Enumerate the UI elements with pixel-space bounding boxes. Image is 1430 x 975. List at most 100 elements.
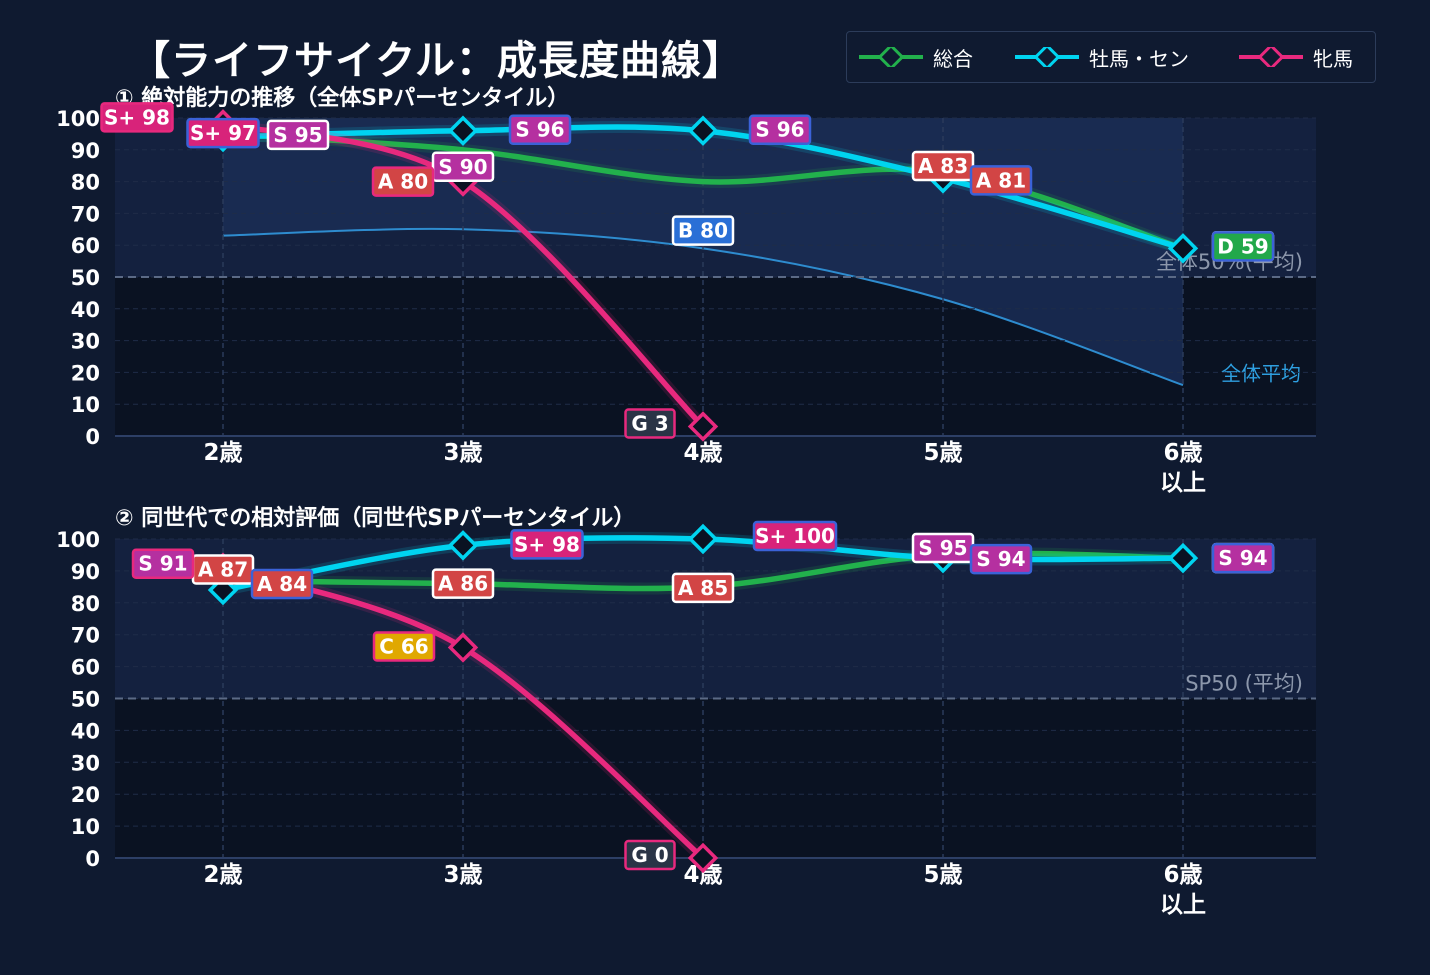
data-point-marker: [1167, 233, 1199, 264]
data-label-box: [969, 543, 1033, 575]
data-label-box: [752, 520, 838, 552]
data-label: A 87: [191, 554, 255, 585]
x-tick-label: 5歳: [923, 862, 962, 888]
x-tick-label: 5歳: [923, 440, 962, 466]
chart-2-above-average-band: [115, 539, 1316, 699]
y-tick-label: 80: [71, 592, 100, 616]
legend-swatch-female: [1239, 47, 1303, 67]
legend-swatch-total: [859, 47, 923, 67]
data-label-text: A 81: [976, 168, 1026, 192]
data-label-box: [131, 548, 195, 579]
data-label-text: S+ 100: [755, 524, 835, 548]
y-tick-label: 30: [71, 751, 100, 775]
data-label-text: S 95: [918, 536, 967, 560]
data-label-box: [624, 408, 676, 439]
data-label-text: A 80: [378, 170, 428, 194]
legend: 総合 牡馬・セン 牝馬: [846, 31, 1376, 83]
x-tick-label: 6歳: [1163, 440, 1202, 466]
data-label-text: A 87: [198, 557, 248, 581]
y-tick-label: 70: [71, 202, 100, 226]
data-label-text: S 95: [273, 123, 322, 147]
data-label: A 80: [371, 166, 435, 197]
data-label: S 91: [131, 548, 195, 579]
y-tick-label: 80: [71, 171, 100, 195]
data-label-box: [1211, 542, 1275, 574]
data-label-text: S+ 98: [104, 105, 170, 129]
data-label-box: [748, 114, 812, 145]
data-label-text: S 91: [138, 552, 187, 576]
y-tick-label: 90: [71, 139, 100, 163]
data-label: S+ 98: [100, 102, 174, 133]
data-label: A 86: [431, 568, 495, 599]
data-label-text: S 90: [438, 155, 487, 179]
chart2-subtitle: ② 同世代での相対評価（同世代SPパーセンタイル）: [115, 506, 636, 531]
data-point-marker: [447, 530, 479, 561]
y-tick-label: 90: [71, 560, 100, 584]
y-tick-label: 40: [71, 298, 100, 322]
data-label-box: [186, 117, 260, 149]
data-label-box: [510, 529, 584, 560]
data-label-text: S 94: [1218, 546, 1267, 570]
data-label: A 83: [911, 150, 975, 182]
data-label-box: [266, 119, 330, 151]
data-label: C 66: [372, 631, 436, 662]
data-label: S+ 100: [752, 520, 838, 552]
y-tick-label: 40: [71, 719, 100, 743]
x-tick-label: 以上: [1160, 892, 1206, 918]
data-label: S 90: [431, 151, 495, 183]
data-label: S 96: [508, 114, 572, 145]
data-label-text: S 94: [976, 547, 1025, 571]
data-label-text: D 59: [1217, 234, 1268, 258]
data-point-marker: [1167, 542, 1199, 574]
data-label-text: G 0: [631, 843, 668, 867]
y-tick-label: 10: [71, 393, 100, 417]
y-tick-label: 70: [71, 624, 100, 648]
data-label-box: [969, 165, 1033, 196]
x-tick-label: 4歳: [683, 440, 722, 466]
data-label-box: [624, 839, 676, 871]
legend-label-total: 総合: [933, 46, 973, 71]
data-point-marker: [447, 115, 479, 146]
data-label: S 95: [911, 532, 975, 564]
x-tick-label: 以上: [1160, 470, 1206, 496]
data-label: S 95: [266, 119, 330, 151]
data-label-box: [431, 568, 495, 599]
y-tick-label: 60: [71, 656, 100, 680]
data-label-box: [371, 166, 435, 197]
data-label-box: [250, 568, 314, 600]
data-label-box: [1211, 231, 1275, 262]
data-label: G 0: [624, 839, 676, 871]
data-label: S 94: [969, 543, 1033, 575]
average-curve-label: 全体平均: [1221, 361, 1301, 385]
data-label-text: S 96: [515, 118, 564, 142]
y-tick-label: 100: [56, 107, 100, 131]
data-label-text: B 80: [678, 219, 728, 243]
data-label-box: [100, 102, 174, 133]
data-label: A 85: [671, 572, 735, 604]
data-label-box: [431, 151, 495, 183]
data-point-marker: [447, 632, 479, 663]
data-label-text: A 85: [678, 576, 728, 600]
data-label-box: [671, 215, 735, 246]
data-label-text: A 86: [438, 572, 488, 596]
data-label: S+ 97: [186, 117, 260, 149]
reference-line-label: SP50 (平均): [1185, 672, 1303, 696]
data-label: A 84: [250, 568, 314, 600]
legend-item-male: 牡馬・セン: [1015, 32, 1189, 82]
legend-label-male: 牡馬・セン: [1089, 46, 1189, 71]
x-tick-label: 3歳: [443, 862, 482, 888]
data-label-text: A 84: [257, 572, 307, 596]
legend-label-female: 牝馬: [1313, 46, 1353, 71]
data-label-text: S 96: [755, 118, 804, 142]
data-label: S 96: [748, 114, 812, 145]
y-tick-label: 60: [71, 234, 100, 258]
x-tick-label: 3歳: [443, 440, 482, 466]
data-point-marker: [687, 523, 719, 555]
y-tick-label: 50: [71, 688, 100, 712]
y-tick-label: 50: [71, 266, 100, 290]
data-label-text: G 3: [631, 411, 668, 435]
data-label-text: S+ 97: [190, 121, 256, 145]
chart-title: 【ライフサイクル：成長度曲線】: [130, 38, 743, 84]
